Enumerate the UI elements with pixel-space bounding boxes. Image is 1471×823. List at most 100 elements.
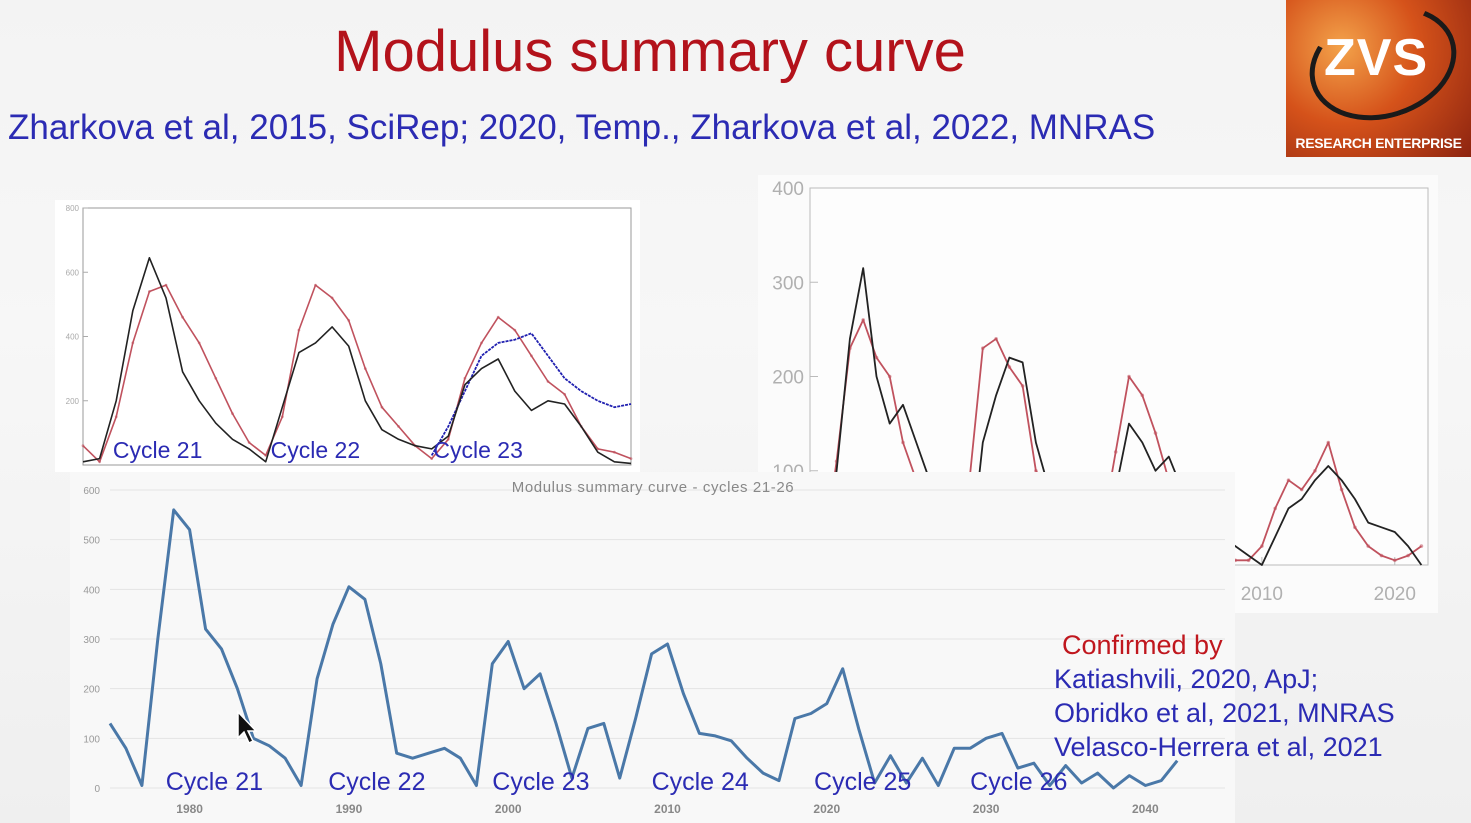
y-tick-label: 400	[83, 585, 100, 596]
y-tick-label: 200	[66, 397, 80, 406]
observed-point	[131, 341, 135, 345]
x-tick-label: 2000	[495, 802, 522, 816]
y-tick-label: 600	[83, 486, 100, 497]
y-tick-label: 100	[83, 734, 100, 745]
confirmed-ref: Obridko et al, 2021, MNRAS	[1054, 698, 1395, 728]
observed-point	[347, 319, 351, 322]
chart-title: Modulus summary curve - cycles 21-26	[512, 479, 795, 496]
observed-point	[463, 376, 467, 380]
observed-point	[264, 454, 268, 457]
observed-point	[887, 374, 892, 379]
observed-point	[546, 380, 550, 383]
slide-subtitle-citations: Zharkova et al, 2015, SciRep; 2020, Temp…	[8, 108, 1156, 147]
observed-point	[1273, 506, 1277, 511]
observed-point	[496, 315, 500, 319]
observed-point	[1326, 440, 1331, 445]
observed-point	[563, 392, 566, 396]
observed-point	[1007, 365, 1012, 369]
chart-cycles-21-23: 800 600 400 200 Cycle 21 Cycle 22 Cycle 23	[55, 200, 640, 472]
logo-caption: RESEARCH ENTERPRISE	[1295, 135, 1462, 151]
chart-summary-curve-prediction: 0 100 200 300 400 500 600 1980 1990 2000 2010 2020 2…	[70, 472, 1235, 823]
observed-point	[397, 425, 400, 428]
observed-point	[148, 290, 151, 293]
y-tick-label: 200	[83, 685, 100, 696]
y-tick-label: 200	[772, 368, 804, 389]
chart-cycles-21-23-svg: 800 600 400 200 Cycle 21 Cycle 22 Cycle 23	[66, 204, 633, 466]
y-tick-label: 300	[83, 635, 100, 646]
cycle-label: Cycle 21	[166, 768, 263, 796]
confirmed-ref: Velasco-Herrera et al, 2021	[1054, 732, 1383, 762]
observed-point	[874, 355, 879, 360]
cycle-label: Cycle 26	[970, 768, 1067, 796]
cycle-label: Cycle 24	[652, 768, 749, 796]
observed-point	[1379, 553, 1384, 558]
x-tick-label: 2020	[1374, 584, 1416, 605]
observed-point	[1406, 553, 1410, 558]
observed-point	[380, 405, 384, 409]
observed-point	[629, 457, 633, 460]
x-tick-label: 2040	[1132, 802, 1159, 816]
observed-point	[1153, 431, 1158, 435]
observed-point	[1393, 558, 1397, 563]
observed-point	[98, 460, 101, 464]
observed-point	[231, 412, 234, 415]
observed-point	[530, 354, 533, 358]
observed-point	[596, 447, 600, 451]
y-tick-label: 800	[66, 204, 80, 213]
x-tick-label: 2020	[813, 802, 840, 816]
observed-point	[314, 283, 317, 287]
x-tick-label: 1980	[176, 802, 203, 816]
slide-title: Modulus summary curve	[334, 19, 966, 84]
observed-point	[1299, 487, 1304, 492]
observed-point	[1034, 469, 1038, 473]
cycle-label: Cycle 22	[271, 437, 360, 463]
observed-point	[114, 415, 118, 419]
observed-point	[861, 318, 865, 322]
y-tick-label: 300	[772, 273, 804, 294]
cycle-label: Cycle 23	[433, 437, 522, 463]
observed-point	[214, 376, 218, 380]
confirmed-heading: Confirmed by	[1062, 630, 1223, 660]
cycle-label: Cycle 22	[328, 768, 425, 796]
observed-point	[330, 296, 334, 300]
zvs-logo: ZVS RESEARCH ENTERPRISE	[1286, 0, 1471, 157]
mouse-pointer-icon	[237, 710, 258, 745]
x-tick-label: 1990	[336, 802, 363, 816]
observed-point	[1260, 544, 1264, 548]
cycle-label: Cycle 21	[113, 437, 202, 463]
x-tick-label: 2030	[973, 802, 1000, 816]
y-tick-label: 600	[66, 268, 80, 277]
observed-point	[513, 328, 517, 332]
observed-point	[981, 346, 985, 350]
observed-point	[430, 457, 434, 460]
logo-letters: ZVS	[1324, 29, 1429, 87]
summary-curve-line	[108, 508, 1179, 790]
observed-point	[1246, 558, 1251, 563]
chart-summary-curve-prediction-svg: 0 100 200 300 400 500 600 1980 1990 2000 2010 2020 2…	[83, 479, 1225, 816]
observed-point	[363, 367, 367, 370]
cycle-label: Cycle 23	[492, 768, 589, 796]
cycle-label: Cycle 25	[814, 768, 911, 796]
observed-point	[446, 437, 450, 441]
y-tick-label: 0	[94, 784, 100, 795]
model-series-line	[82, 257, 632, 465]
observed-point	[81, 444, 85, 448]
observed-point	[181, 315, 184, 319]
observed-point	[1286, 478, 1291, 483]
confirmed-ref: Katiashvili, 2020, ApJ;	[1054, 664, 1319, 694]
observed-point	[1339, 487, 1344, 492]
observed-point	[1353, 525, 1357, 530]
x-tick-label: 2010	[1241, 584, 1283, 605]
observed-point	[480, 341, 483, 345]
observed-series-line	[82, 284, 632, 463]
observed-point	[1366, 544, 1370, 548]
observed-point	[994, 337, 998, 341]
blue-series-line	[430, 332, 632, 456]
observed-point	[613, 450, 616, 454]
observed-point	[297, 328, 301, 332]
x-tick-label: 2010	[654, 802, 681, 816]
observed-point	[164, 283, 168, 287]
observed-point	[197, 341, 201, 345]
y-tick-label: 400	[772, 179, 804, 200]
observed-point	[1313, 469, 1317, 473]
